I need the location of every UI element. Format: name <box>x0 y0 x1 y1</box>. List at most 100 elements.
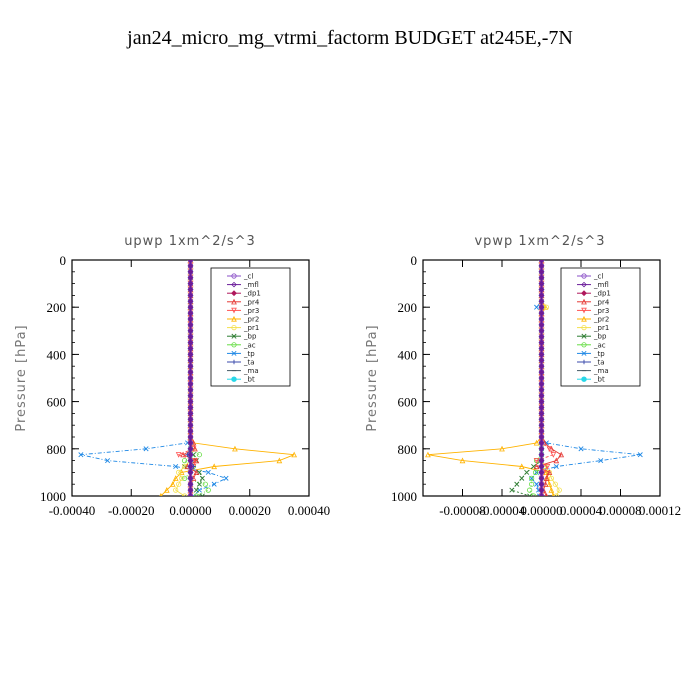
series_tp-point <box>223 475 229 481</box>
series_bp-point <box>196 481 202 487</box>
y-tick-label: 800 <box>47 442 67 457</box>
series_mfl-point <box>187 446 194 452</box>
x-tick-label: 0.00020 <box>229 503 271 518</box>
legend_tp-point <box>231 350 237 356</box>
legend-label: _tp <box>243 350 255 358</box>
legend-label: _ma <box>593 367 609 375</box>
series_mfl-point <box>538 298 545 305</box>
series_pr3-point <box>192 458 198 464</box>
y-tick-label: 200 <box>47 300 67 315</box>
series_pr2-point <box>232 445 238 452</box>
series_mfl-point <box>187 387 194 393</box>
series_pr2-point <box>459 457 466 464</box>
series_mfl-point <box>538 328 545 334</box>
series_mfl-point <box>187 260 194 263</box>
y-tick-label: 0 <box>411 253 418 268</box>
legend_bp-point <box>231 333 237 339</box>
legend-label: _pr2 <box>593 316 609 324</box>
x-tick-label: -0.00004 <box>479 503 526 518</box>
series_pr2-point <box>533 439 540 446</box>
series_tp-point <box>143 446 149 452</box>
series_pr1-point <box>548 475 554 481</box>
series_ac-point <box>181 475 188 481</box>
series_bp-point <box>193 487 199 493</box>
series_tp-point <box>637 452 643 458</box>
legend_pr1-point <box>231 324 237 331</box>
series_mfl-point <box>538 316 545 322</box>
series_mfl-point <box>538 269 545 275</box>
series_tp-point <box>534 469 540 475</box>
x-tick-label: 0.00004 <box>560 503 603 518</box>
legend_bt-point <box>231 376 237 382</box>
legend-label: _bt <box>243 376 255 384</box>
legend-label: _bt <box>593 376 605 384</box>
legend_cl-point <box>231 273 237 279</box>
series_mfl-point <box>187 369 194 375</box>
legend_ta-point <box>581 359 587 365</box>
legend-label: _bp <box>243 333 257 341</box>
series_tp-point <box>173 463 179 470</box>
x-tick-label: -0.00040 <box>49 503 96 518</box>
series_pr2-point <box>499 445 505 452</box>
legend_bp-point <box>581 333 587 339</box>
series_mfl-point <box>538 422 545 428</box>
series_mfl-point <box>187 328 194 334</box>
series_pr2-point <box>546 481 553 487</box>
series_pr2-point <box>172 475 179 481</box>
y-tick-label: 600 <box>47 395 67 410</box>
series_mfl-point <box>538 434 545 440</box>
figure-title: jan24_micro_mg_vtrmi_factorm BUDGET at24… <box>126 27 573 49</box>
series_mfl-point <box>187 339 194 346</box>
series_bp-point <box>199 493 205 496</box>
legend_ta-point <box>231 359 237 365</box>
y-axis-label: Pressure [hPa] <box>365 324 380 431</box>
legend-label: _cl <box>243 273 253 281</box>
legend_pr3-point <box>581 307 587 314</box>
y-tick-label: 200 <box>398 300 418 315</box>
series_tp-point <box>205 469 211 475</box>
series_mfl-point <box>187 280 194 287</box>
series_pr2-point <box>169 481 176 487</box>
series_ac-point <box>193 493 200 496</box>
x-tick-label: 0.00040 <box>288 503 330 518</box>
legend_pr3-point <box>231 307 237 314</box>
series_mfl-point <box>538 398 545 405</box>
series_pr4-point <box>180 451 186 458</box>
series_tp-point <box>211 481 217 487</box>
series_mfl-point <box>187 475 194 482</box>
legend_tp-point <box>581 350 587 356</box>
series_mfl-point <box>187 434 194 440</box>
x-tick-label: 0.00008 <box>599 503 641 518</box>
series_pr4-point <box>558 451 565 458</box>
series_mfl-point <box>538 463 545 470</box>
series_mfl-point <box>538 469 545 476</box>
series_bp-point <box>199 475 205 481</box>
y-tick-label: 400 <box>398 347 418 362</box>
x-tick-label: -0.00008 <box>439 503 486 518</box>
series_mfl-point <box>187 451 194 458</box>
series_mfl-point <box>187 274 194 281</box>
y-tick-label: 600 <box>398 395 418 410</box>
upwp-panel: upwp 1xm^2/s^3 Pressure [hPa] 0 200 400 600… <box>14 234 330 518</box>
series_pr4-point <box>192 445 198 452</box>
series_pr4-point <box>193 469 200 475</box>
series_pr1-point <box>176 481 182 487</box>
series_mfl-point <box>538 387 545 393</box>
series_pr4-point <box>543 475 550 481</box>
series_mfl-point <box>187 487 194 493</box>
legend-box <box>210 267 291 387</box>
series_mfl-point <box>538 392 545 399</box>
series_mfl-point <box>187 263 194 269</box>
y-tick-label: 0 <box>60 253 67 268</box>
legend-box <box>560 267 641 387</box>
series_mfl-point <box>538 339 545 346</box>
series_ac-point <box>196 452 202 458</box>
series_pr2-point <box>548 487 555 493</box>
series_pr2-point <box>291 451 298 458</box>
legend-label: _pr4 <box>593 298 610 306</box>
series-group <box>425 260 643 496</box>
series_pr3-point <box>544 463 551 470</box>
series_pr3-point <box>550 452 557 458</box>
series_pr4-point <box>533 463 540 470</box>
series_tp-point <box>578 446 584 452</box>
